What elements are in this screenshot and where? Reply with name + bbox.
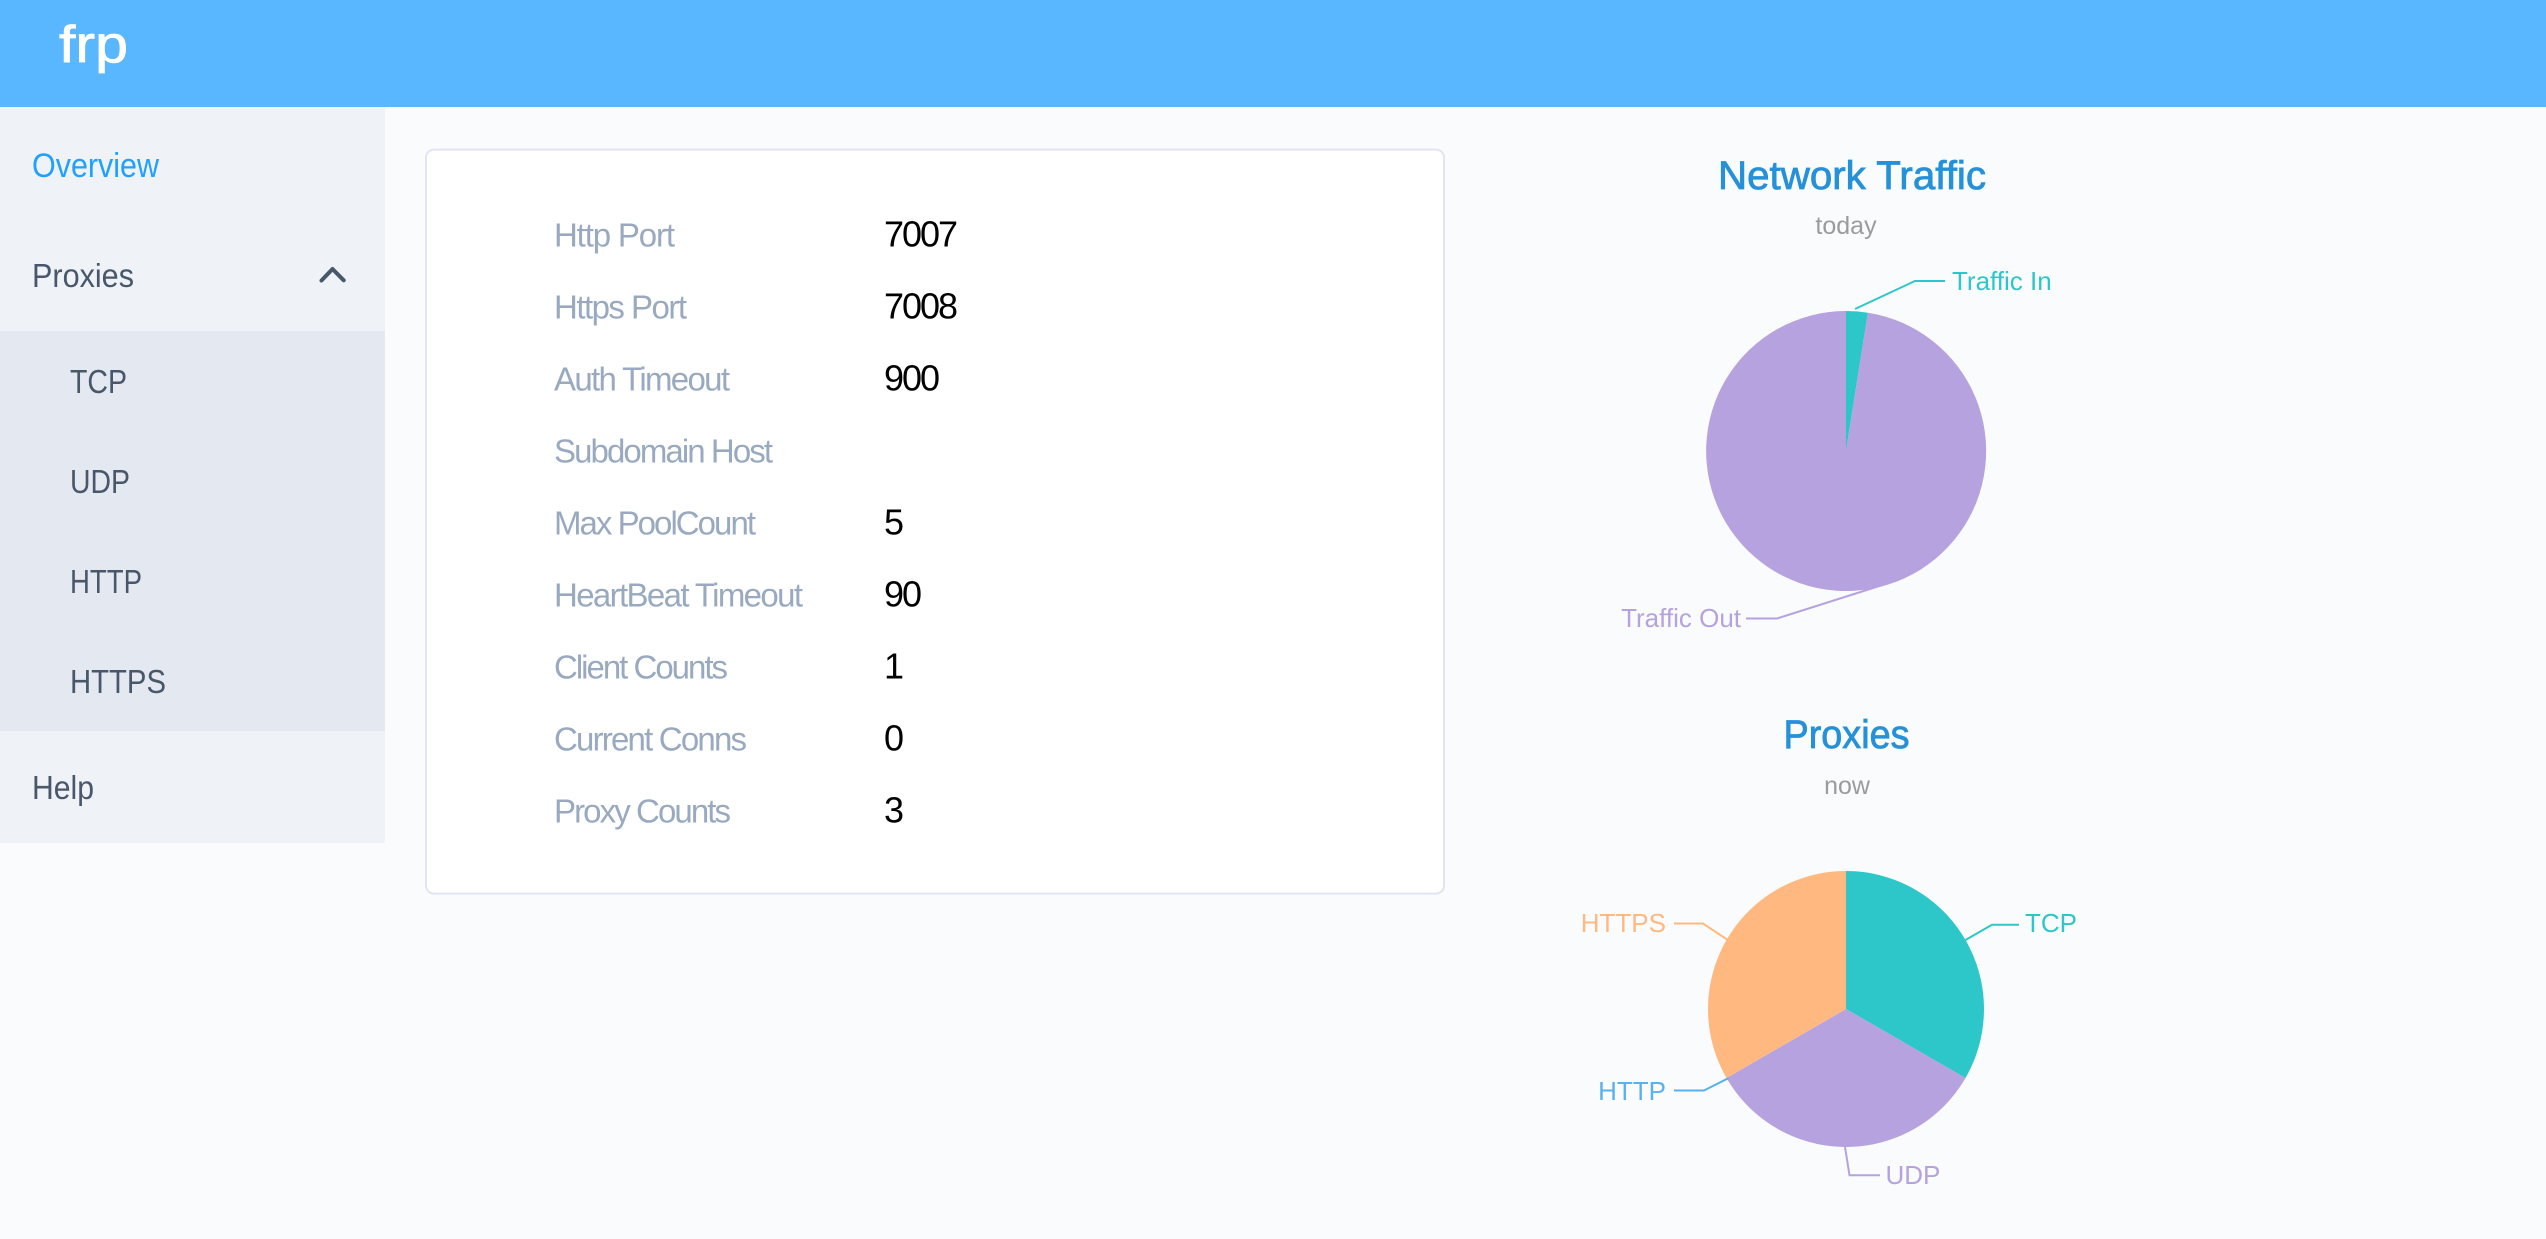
svg-text:HTTP: HTTP [1598,1076,1666,1106]
svg-text:HTTPS: HTTPS [1581,908,1666,938]
svg-text:5: 5 [884,502,904,543]
svg-text:today: today [1815,212,1877,240]
svg-text:HTTP: HTTP [70,563,142,600]
svg-text:0: 0 [884,718,904,759]
svg-text:Proxies: Proxies [32,257,134,294]
svg-text:90: 90 [884,574,922,615]
svg-text:Traffic In: Traffic In [1952,266,2052,296]
svg-text:UDP: UDP [70,463,130,500]
svg-text:Traffic Out: Traffic Out [1621,603,1742,633]
svg-text:TCP: TCP [2025,908,2077,938]
svg-text:7007: 7007 [884,214,958,255]
svg-text:Client Counts: Client Counts [554,649,728,686]
svg-text:Overview: Overview [32,147,159,185]
svg-text:Proxy Counts: Proxy Counts [554,793,731,830]
svg-text:7008: 7008 [884,286,958,327]
svg-text:Http Port: Http Port [554,217,675,254]
svg-text:900: 900 [884,358,940,399]
svg-text:now: now [1824,772,1871,800]
svg-text:TCP: TCP [70,363,127,400]
svg-text:HTTPS: HTTPS [70,663,166,700]
svg-text:3: 3 [884,790,904,831]
svg-text:Help: Help [32,769,94,806]
svg-text:Subdomain Host: Subdomain Host [554,433,773,470]
svg-text:frp: frp [59,16,128,74]
svg-text:Proxies: Proxies [1784,713,1910,757]
svg-text:Max PoolCount: Max PoolCount [554,505,756,542]
svg-text:Network Traffic: Network Traffic [1718,154,1986,198]
svg-text:HeartBeat Timeout: HeartBeat Timeout [554,577,803,614]
svg-text:UDP: UDP [1886,1160,1941,1190]
svg-text:1: 1 [884,646,904,687]
svg-text:Current Conns: Current Conns [554,721,747,758]
svg-text:Https Port: Https Port [554,289,687,326]
svg-text:Auth Timeout: Auth Timeout [554,361,730,398]
